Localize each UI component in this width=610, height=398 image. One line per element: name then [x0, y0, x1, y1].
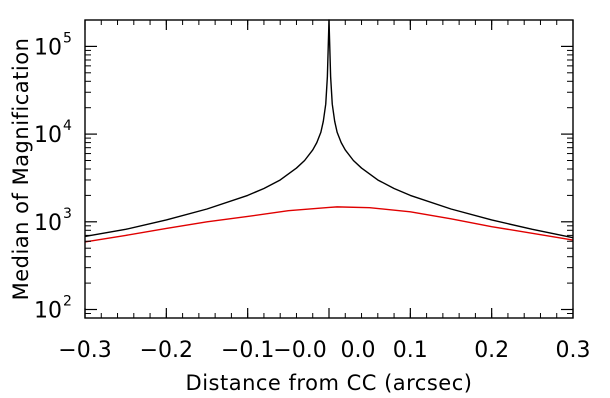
y-tick-exponent: 2: [63, 294, 72, 310]
y-tick-base: 10: [34, 211, 62, 236]
x-axis-title: Distance from CC (arcsec): [186, 371, 473, 395]
series-layer: [84, 19, 574, 243]
y-tick-label: 10 3: [34, 206, 72, 236]
x-tick-label: −0.0: [273, 338, 326, 363]
y-tick-label: 10 4: [34, 118, 72, 148]
x-tick-label: 0.3: [556, 338, 591, 363]
y-tick-exponent: 5: [63, 30, 72, 46]
ticks-layer: [84, 19, 574, 319]
x-tick-label: −0.2: [140, 338, 193, 363]
x-tick-label: −0.1: [221, 338, 274, 363]
y-tick-base: 10: [34, 123, 62, 148]
x-tick-label: 0.0: [341, 338, 376, 363]
x-tick-label: 0.2: [474, 338, 509, 363]
series-line-1: [84, 19, 574, 239]
y-tick-base: 10: [34, 35, 62, 60]
plot-frame: [84, 19, 574, 319]
y-tick-exponent: 4: [63, 118, 72, 134]
y-tick-exponent: 3: [63, 206, 72, 222]
y-tick-label: 10 5: [34, 30, 72, 60]
y-tick-label: 10 2: [34, 294, 72, 324]
x-tick-label: −0.3: [58, 338, 111, 363]
x-tick-label: 0.1: [393, 338, 428, 363]
series-line-2: [84, 206, 574, 243]
y-tick-base: 10: [34, 299, 62, 324]
y-axis-title: Median of Magnification: [9, 38, 33, 301]
